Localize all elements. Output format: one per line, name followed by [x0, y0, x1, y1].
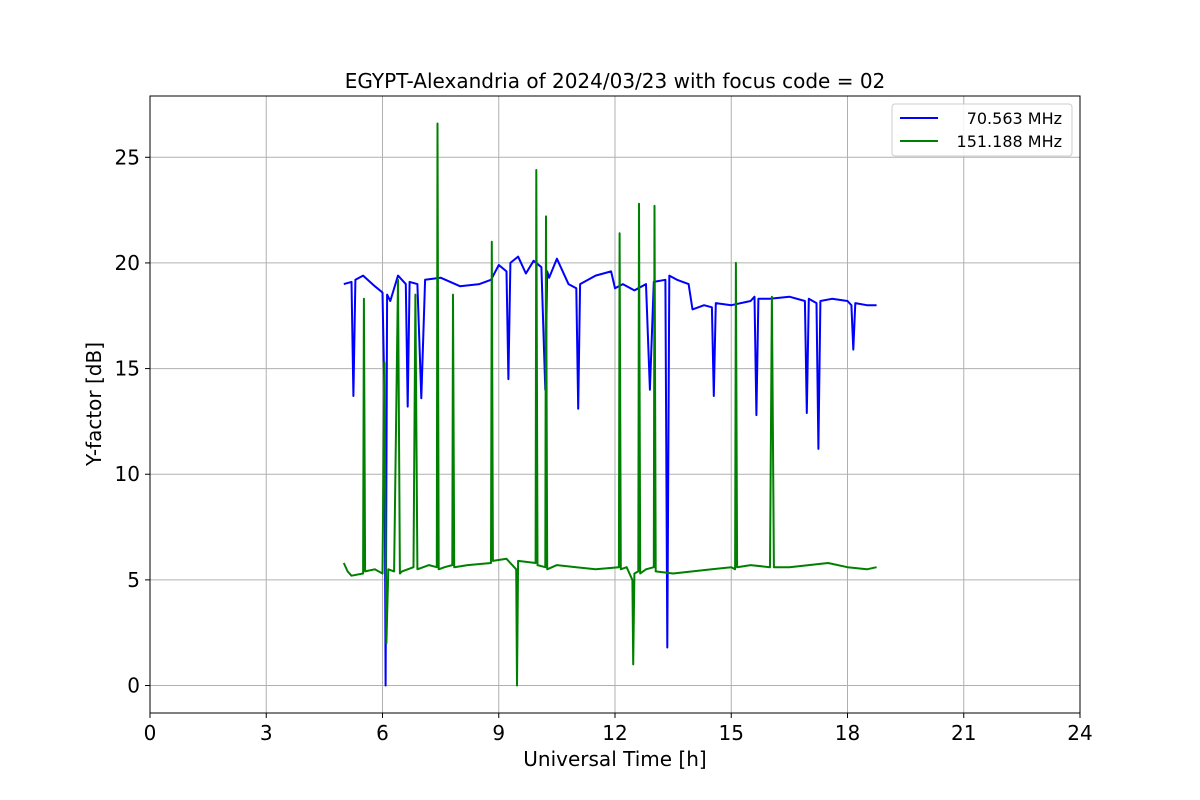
y-axis-label: Y-factor [dB] [82, 342, 106, 467]
y-axis-ticks: 0 5 10 15 20 25 [115, 145, 150, 698]
y-tick-label: 15 [115, 357, 140, 381]
plot-area [149, 95, 1081, 714]
x-tick-label: 3 [260, 721, 273, 745]
y-tick-label: 25 [115, 145, 140, 169]
legend-label-2: 151.188 MHz [957, 132, 1062, 151]
x-axis-label: Universal Time [h] [523, 747, 706, 771]
y-tick-label: 20 [115, 251, 140, 275]
legend-label-1: 70.563 MHz [967, 109, 1062, 128]
series-line-2 [342, 122, 877, 687]
x-tick-label: 6 [376, 721, 389, 745]
x-tick-label: 9 [492, 721, 505, 745]
legend: 70.563 MHz 151.188 MHz [891, 103, 1073, 157]
x-tick-label: 0 [144, 721, 157, 745]
chart-title: EGYPT-Alexandria of 2024/03/23 with focu… [345, 69, 886, 93]
x-tick-label: 15 [719, 721, 744, 745]
x-tick-label: 18 [835, 721, 860, 745]
x-tick-label: 24 [1067, 721, 1092, 745]
x-tick-label: 21 [951, 721, 976, 745]
y-tick-label: 5 [127, 568, 140, 592]
y-tick-label: 10 [115, 462, 140, 486]
series-layer [342, 122, 877, 687]
x-axis-ticks: 0 3 6 9 12 15 18 21 24 [144, 713, 1093, 745]
y-tick-label: 0 [127, 674, 140, 698]
series-line-1 [343, 255, 877, 687]
x-tick-label: 12 [602, 721, 627, 745]
